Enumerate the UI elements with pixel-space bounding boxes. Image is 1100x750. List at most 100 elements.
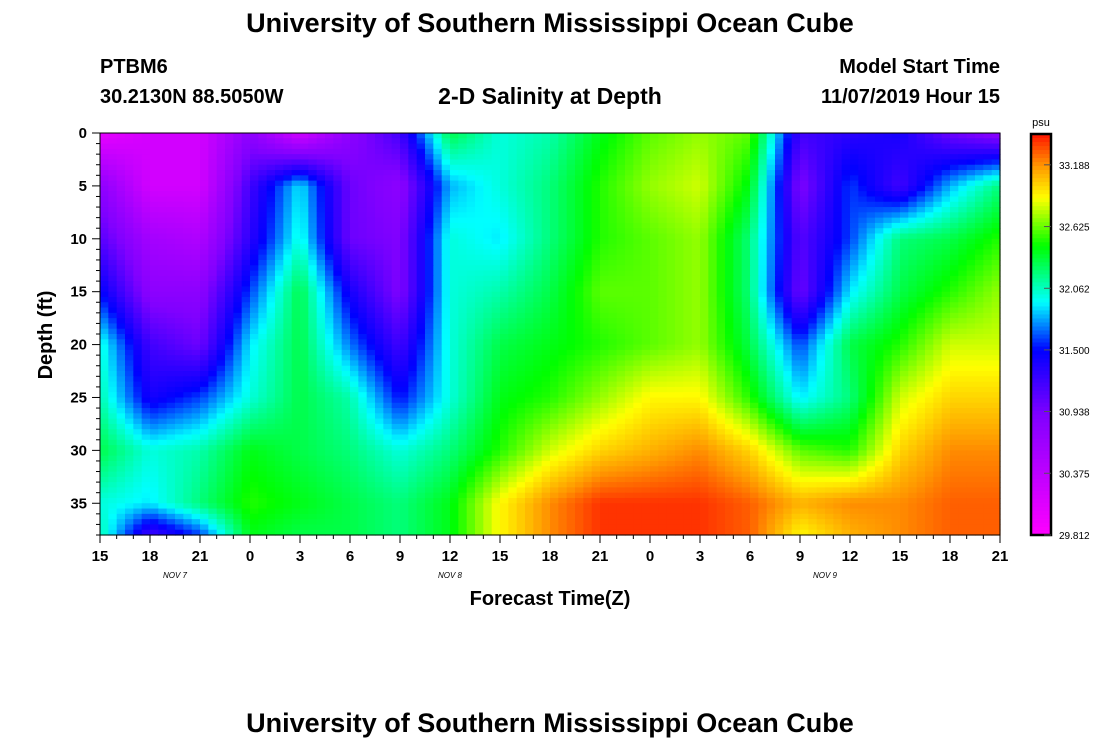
heat-cell: [958, 133, 968, 139]
heat-cell: [275, 201, 284, 208]
heat-cell: [291, 296, 301, 303]
heat-cell: [433, 302, 443, 309]
heat-cell: [158, 133, 168, 139]
heat-cell: [500, 233, 509, 240]
heat-cell: [333, 296, 343, 303]
heat-cell: [333, 222, 343, 229]
heat-cell: [308, 175, 318, 182]
heat-cell: [575, 164, 584, 171]
heat-cell: [258, 281, 268, 287]
heat-cell: [683, 212, 693, 219]
heat-cell: [716, 148, 726, 155]
heat-cell: [208, 270, 218, 277]
heat-cell: [616, 323, 626, 330]
heat-cell: [575, 180, 584, 187]
heat-cell: [375, 212, 384, 219]
heat-cell: [725, 191, 734, 198]
heat-cell: [716, 238, 726, 245]
heat-cell: [925, 360, 934, 367]
heat-cell: [833, 344, 843, 351]
heat-cell: [175, 265, 184, 272]
heat-cell: [825, 344, 834, 351]
heat-cell: [100, 328, 109, 335]
heat-cell: [250, 318, 259, 325]
heat-cell: [408, 164, 418, 171]
heat-cell: [291, 275, 301, 282]
heat-cell: [775, 307, 784, 314]
heat-cell: [300, 344, 309, 351]
heat-cell: [891, 238, 901, 245]
heat-cell: [583, 328, 593, 335]
heat-cell: [283, 244, 293, 250]
heat-cell: [108, 138, 118, 145]
heat-cell: [841, 371, 851, 377]
heat-cell: [491, 275, 501, 282]
heat-cell: [816, 170, 826, 176]
heat-cell: [658, 323, 668, 330]
heat-cell: [158, 365, 168, 372]
heat-cell: [308, 291, 318, 298]
heat-cell: [891, 175, 901, 182]
heat-cell: [591, 286, 601, 293]
heat-cell: [150, 196, 159, 203]
heat-cell: [508, 228, 518, 235]
heat-cell: [575, 270, 584, 277]
heat-cell: [275, 233, 284, 240]
heat-cell: [133, 349, 143, 356]
heat-cell: [183, 339, 193, 346]
heat-cell: [158, 275, 168, 282]
heat-cell: [950, 196, 959, 203]
heat-cell: [600, 344, 609, 351]
heat-cell: [783, 270, 793, 277]
heat-cell: [408, 360, 418, 367]
heat-cell: [391, 249, 401, 256]
heat-cell: [841, 365, 851, 372]
heat-cell: [250, 217, 259, 224]
heat-cell: [858, 180, 868, 187]
heat-cell: [166, 307, 176, 314]
heat-cell: [850, 275, 859, 282]
heat-cell: [991, 286, 1001, 293]
heat-cell: [133, 191, 143, 198]
heat-cell: [825, 307, 834, 314]
heat-cell: [725, 207, 734, 213]
heat-cell: [875, 170, 884, 176]
heat-cell: [975, 254, 984, 261]
heat-cell: [133, 318, 143, 325]
heat-cell: [400, 185, 409, 192]
heat-cell: [441, 138, 451, 145]
heat-cell: [991, 328, 1001, 335]
heat-cell: [100, 318, 109, 325]
heat-cell: [466, 217, 476, 224]
heat-cell: [558, 143, 568, 150]
heat-cell: [616, 143, 626, 150]
heat-cell: [333, 275, 343, 282]
heat-cell: [266, 138, 276, 145]
heat-cell: [191, 212, 201, 219]
heat-cell: [350, 296, 359, 303]
heat-cell: [500, 296, 509, 303]
heat-cell: [225, 339, 234, 346]
heat-cell: [275, 148, 284, 155]
heat-cell: [708, 138, 718, 145]
heat-cell: [625, 201, 634, 208]
heat-cell: [875, 334, 884, 340]
heat-cell: [425, 365, 434, 372]
heat-cell: [966, 296, 976, 303]
heat-cell: [300, 328, 309, 335]
heat-cell: [975, 291, 984, 298]
heat-cell: [158, 244, 168, 250]
heat-cell: [966, 143, 976, 150]
heat-cell: [225, 175, 234, 182]
heat-cell: [258, 148, 268, 155]
heat-cell: [675, 355, 684, 362]
heat-cell: [225, 148, 234, 155]
heat-cell: [608, 349, 618, 356]
heat-cell: [375, 228, 384, 235]
heat-cell: [225, 180, 234, 187]
heat-cell: [766, 302, 776, 309]
heat-cell: [633, 291, 643, 298]
heat-cell: [741, 148, 751, 155]
heat-cell: [875, 143, 884, 150]
heat-cell: [375, 249, 384, 256]
